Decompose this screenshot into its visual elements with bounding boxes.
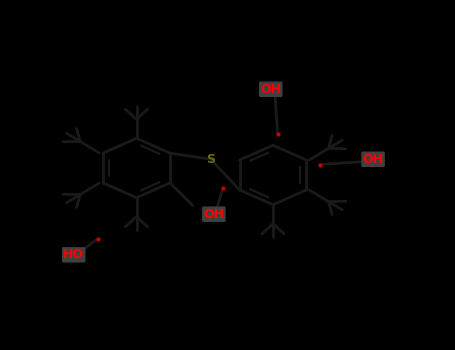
Text: OH: OH [363,153,384,166]
Text: S: S [206,153,215,166]
Text: OH: OH [203,208,224,221]
Text: OH: OH [260,83,281,96]
Text: HO: HO [63,248,84,261]
